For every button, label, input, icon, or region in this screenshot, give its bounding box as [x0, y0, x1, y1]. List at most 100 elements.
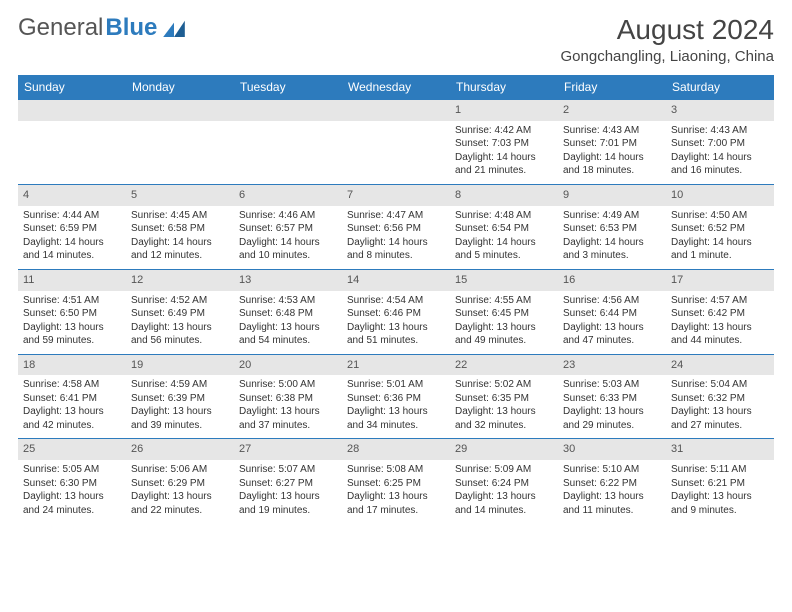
- day-number: 26: [126, 439, 234, 460]
- sunset-text: Sunset: 6:48 PM: [239, 307, 337, 321]
- day-body: Sunrise: 4:50 AMSunset: 6:52 PMDaylight:…: [666, 206, 774, 269]
- day-body: Sunrise: 5:02 AMSunset: 6:35 PMDaylight:…: [450, 375, 558, 438]
- sunset-text: Sunset: 6:42 PM: [671, 307, 769, 321]
- day-body: Sunrise: 5:06 AMSunset: 6:29 PMDaylight:…: [126, 460, 234, 523]
- day-number: 27: [234, 439, 342, 460]
- daylight-text: Daylight: 13 hours and 32 minutes.: [455, 405, 553, 432]
- calendar-day-cell: 21Sunrise: 5:01 AMSunset: 6:36 PMDayligh…: [342, 354, 450, 439]
- daylight-text: Daylight: 14 hours and 21 minutes.: [455, 151, 553, 178]
- daylight-text: Daylight: 14 hours and 8 minutes.: [347, 236, 445, 263]
- day-number: 24: [666, 355, 774, 376]
- calendar-day-cell: 15Sunrise: 4:55 AMSunset: 6:45 PMDayligh…: [450, 269, 558, 354]
- day-body: [18, 121, 126, 130]
- daylight-text: Daylight: 14 hours and 10 minutes.: [239, 236, 337, 263]
- sunrise-text: Sunrise: 4:54 AM: [347, 294, 445, 308]
- day-number: 22: [450, 355, 558, 376]
- sunset-text: Sunset: 6:45 PM: [455, 307, 553, 321]
- sunset-text: Sunset: 6:22 PM: [563, 477, 661, 491]
- day-body: Sunrise: 4:55 AMSunset: 6:45 PMDaylight:…: [450, 291, 558, 354]
- calendar-day-cell: 19Sunrise: 4:59 AMSunset: 6:39 PMDayligh…: [126, 354, 234, 439]
- day-body: Sunrise: 4:57 AMSunset: 6:42 PMDaylight:…: [666, 291, 774, 354]
- calendar-day-cell: 17Sunrise: 4:57 AMSunset: 6:42 PMDayligh…: [666, 269, 774, 354]
- sunset-text: Sunset: 6:56 PM: [347, 222, 445, 236]
- calendar-day-cell: 22Sunrise: 5:02 AMSunset: 6:35 PMDayligh…: [450, 354, 558, 439]
- sunset-text: Sunset: 6:38 PM: [239, 392, 337, 406]
- sunset-text: Sunset: 6:58 PM: [131, 222, 229, 236]
- day-number: [234, 100, 342, 121]
- calendar-day-cell: 25Sunrise: 5:05 AMSunset: 6:30 PMDayligh…: [18, 439, 126, 523]
- day-body: Sunrise: 5:01 AMSunset: 6:36 PMDaylight:…: [342, 375, 450, 438]
- calendar-day-cell: 28Sunrise: 5:08 AMSunset: 6:25 PMDayligh…: [342, 439, 450, 523]
- sunrise-text: Sunrise: 4:55 AM: [455, 294, 553, 308]
- day-number: 14: [342, 270, 450, 291]
- sunset-text: Sunset: 7:01 PM: [563, 137, 661, 151]
- calendar-day-cell: 12Sunrise: 4:52 AMSunset: 6:49 PMDayligh…: [126, 269, 234, 354]
- day-number: 6: [234, 185, 342, 206]
- calendar-day-cell: 23Sunrise: 5:03 AMSunset: 6:33 PMDayligh…: [558, 354, 666, 439]
- sunrise-text: Sunrise: 4:44 AM: [23, 209, 121, 223]
- sunrise-text: Sunrise: 5:05 AM: [23, 463, 121, 477]
- day-number: 19: [126, 355, 234, 376]
- sunrise-text: Sunrise: 5:11 AM: [671, 463, 769, 477]
- day-body: Sunrise: 4:46 AMSunset: 6:57 PMDaylight:…: [234, 206, 342, 269]
- sunrise-text: Sunrise: 4:42 AM: [455, 124, 553, 138]
- sunset-text: Sunset: 6:59 PM: [23, 222, 121, 236]
- sunset-text: Sunset: 6:44 PM: [563, 307, 661, 321]
- calendar-day-cell: 4Sunrise: 4:44 AMSunset: 6:59 PMDaylight…: [18, 184, 126, 269]
- sunset-text: Sunset: 6:30 PM: [23, 477, 121, 491]
- logo: GeneralBlue: [18, 14, 185, 42]
- daylight-text: Daylight: 13 hours and 27 minutes.: [671, 405, 769, 432]
- day-number: 4: [18, 185, 126, 206]
- sunrise-text: Sunrise: 4:59 AM: [131, 378, 229, 392]
- calendar-day-cell: 14Sunrise: 4:54 AMSunset: 6:46 PMDayligh…: [342, 269, 450, 354]
- daylight-text: Daylight: 14 hours and 18 minutes.: [563, 151, 661, 178]
- sunrise-text: Sunrise: 4:51 AM: [23, 294, 121, 308]
- calendar-day-cell: [342, 100, 450, 185]
- day-body: Sunrise: 5:00 AMSunset: 6:38 PMDaylight:…: [234, 375, 342, 438]
- day-number: 5: [126, 185, 234, 206]
- daylight-text: Daylight: 13 hours and 42 minutes.: [23, 405, 121, 432]
- day-number: 23: [558, 355, 666, 376]
- sunrise-text: Sunrise: 5:00 AM: [239, 378, 337, 392]
- sunrise-text: Sunrise: 4:48 AM: [455, 209, 553, 223]
- sunset-text: Sunset: 6:39 PM: [131, 392, 229, 406]
- daylight-text: Daylight: 13 hours and 37 minutes.: [239, 405, 337, 432]
- day-number: 10: [666, 185, 774, 206]
- day-body: [342, 121, 450, 130]
- sunrise-text: Sunrise: 5:06 AM: [131, 463, 229, 477]
- day-body: Sunrise: 5:10 AMSunset: 6:22 PMDaylight:…: [558, 460, 666, 523]
- calendar-day-cell: 8Sunrise: 4:48 AMSunset: 6:54 PMDaylight…: [450, 184, 558, 269]
- header-row: GeneralBlue August 2024 Gongchangling, L…: [18, 14, 774, 65]
- calendar-day-cell: 31Sunrise: 5:11 AMSunset: 6:21 PMDayligh…: [666, 439, 774, 523]
- day-body: Sunrise: 4:58 AMSunset: 6:41 PMDaylight:…: [18, 375, 126, 438]
- sunset-text: Sunset: 6:54 PM: [455, 222, 553, 236]
- day-body: [126, 121, 234, 130]
- day-number: 8: [450, 185, 558, 206]
- day-number: 16: [558, 270, 666, 291]
- day-number: 9: [558, 185, 666, 206]
- sunrise-text: Sunrise: 5:07 AM: [239, 463, 337, 477]
- calendar-day-cell: 24Sunrise: 5:04 AMSunset: 6:32 PMDayligh…: [666, 354, 774, 439]
- sunrise-text: Sunrise: 4:46 AM: [239, 209, 337, 223]
- sunrise-text: Sunrise: 5:09 AM: [455, 463, 553, 477]
- sunrise-text: Sunrise: 4:52 AM: [131, 294, 229, 308]
- day-number: 17: [666, 270, 774, 291]
- day-number: 12: [126, 270, 234, 291]
- sunrise-text: Sunrise: 4:49 AM: [563, 209, 661, 223]
- sunrise-text: Sunrise: 4:53 AM: [239, 294, 337, 308]
- sunset-text: Sunset: 6:29 PM: [131, 477, 229, 491]
- calendar-day-cell: 3Sunrise: 4:43 AMSunset: 7:00 PMDaylight…: [666, 100, 774, 185]
- day-number: [126, 100, 234, 121]
- day-body: Sunrise: 4:43 AMSunset: 7:01 PMDaylight:…: [558, 121, 666, 184]
- sunrise-text: Sunrise: 5:03 AM: [563, 378, 661, 392]
- calendar-day-cell: 9Sunrise: 4:49 AMSunset: 6:53 PMDaylight…: [558, 184, 666, 269]
- calendar-week-row: 1Sunrise: 4:42 AMSunset: 7:03 PMDaylight…: [18, 100, 774, 185]
- day-body: Sunrise: 4:59 AMSunset: 6:39 PMDaylight:…: [126, 375, 234, 438]
- location-text: Gongchangling, Liaoning, China: [561, 48, 775, 65]
- calendar-week-row: 4 Sunrise: 4:44 AMSunset: 6:59 PM Daylight…: [18, 184, 774, 269]
- day-body: Sunrise: 4:52 AMSunset: 6:49 PMDaylight:…: [126, 291, 234, 354]
- day-body: Sunrise: 4:56 AMSunset: 6:44 PMDaylight:…: [558, 291, 666, 354]
- calendar-day-cell: 27Sunrise: 5:07 AMSunset: 6:27 PMDayligh…: [234, 439, 342, 523]
- daylight-text: Daylight: 13 hours and 44 minutes.: [671, 321, 769, 348]
- day-number: [18, 100, 126, 121]
